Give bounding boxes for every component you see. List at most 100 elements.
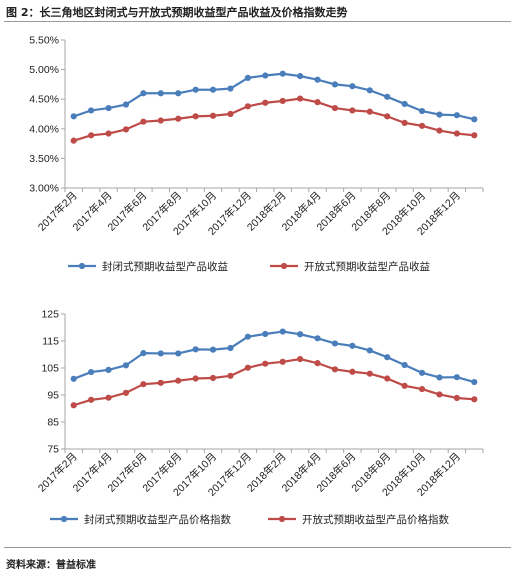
series-2-point: [192, 375, 199, 382]
series-1-point: [297, 331, 304, 338]
series-1-point: [122, 101, 130, 108]
series-2-point: [366, 370, 373, 377]
price-index-chart: 7585951051151252017年2月2017年4月2017年6月2017…: [35, 309, 484, 526]
y-tick-label: 3.00%: [29, 183, 59, 195]
series-1-point: [70, 113, 77, 120]
series-line-1: [73, 72, 475, 121]
y-tick-label: 115: [42, 336, 59, 348]
legend-label-2: 开放式预期收益型产品收益: [304, 260, 430, 273]
series-line-1: [73, 330, 475, 384]
series-1-point: [279, 70, 286, 77]
series-2-point: [244, 364, 251, 371]
series-1-point: [192, 346, 199, 353]
y-tick-label: 125: [41, 309, 59, 321]
series-2-point: [279, 97, 286, 105]
y-tick-label: 5.50%: [29, 35, 59, 47]
series-1-point: [105, 104, 112, 112]
series-1-point: [105, 366, 112, 373]
series-2-point: [384, 113, 391, 120]
series-2-point: [471, 396, 478, 403]
series-1-point: [157, 350, 164, 357]
legend-label-1: 封闭式预期收益型产品价格指数: [84, 513, 231, 526]
series-2-point: [122, 389, 130, 396]
series-2-point: [401, 119, 408, 126]
series-1-point: [401, 100, 408, 108]
series-2-point: [157, 379, 164, 386]
series-1-point: [244, 74, 251, 81]
y-tick-label: 105: [41, 363, 59, 375]
series-2-point: [70, 402, 77, 409]
series-2-point: [192, 113, 199, 120]
legend-label-1: 封闭式预期收益型产品收益: [102, 260, 228, 273]
series-1-point: [366, 347, 373, 354]
series-1-point: [157, 90, 164, 97]
series-2-point: [297, 355, 304, 363]
series-1-point: [471, 116, 478, 123]
series-1-point: [262, 330, 269, 338]
series-2-point: [88, 396, 95, 403]
series-1-point: [279, 328, 286, 335]
series-2-point: [331, 366, 339, 373]
series-1-point: [349, 342, 356, 349]
series-2-point: [140, 118, 147, 125]
series-1-point: [209, 346, 217, 353]
title-rule: [4, 21, 511, 22]
series-2-point: [209, 112, 217, 119]
series-1-point: [227, 85, 234, 92]
series-2-point: [105, 130, 112, 137]
series-line-2: [73, 357, 475, 407]
series-1-point: [331, 340, 339, 347]
series-2-point: [471, 132, 478, 139]
series-1-point: [401, 361, 408, 369]
y-tick-label: 75: [47, 444, 59, 456]
legend-swatch-marker: [280, 262, 288, 270]
series-2-point: [209, 374, 217, 382]
series-2-point: [227, 372, 234, 379]
series-1-point: [384, 354, 391, 361]
series-1-point: [418, 107, 426, 115]
y-tick-label: 4.50%: [29, 94, 59, 106]
series-2-point: [157, 117, 164, 124]
series-2-point: [105, 394, 112, 401]
series-2-point: [262, 99, 269, 106]
figure-title: 图 2：长三角地区封闭式与开放式预期收益型产品收益及价格指数走势: [6, 6, 348, 19]
series-1-point: [314, 335, 321, 342]
series-1-point: [471, 378, 478, 386]
y-tick-label: 5.00%: [29, 64, 59, 76]
y-tick-label: 85: [47, 417, 59, 429]
series-2-point: [122, 126, 130, 133]
series-2-point: [436, 127, 443, 134]
series-1-point: [140, 90, 147, 97]
series-1-point: [331, 81, 339, 88]
series-2-point: [88, 132, 95, 139]
series-1-point: [122, 362, 130, 369]
y-tick-label: 3.50%: [29, 153, 59, 165]
series-2-point: [349, 107, 356, 114]
source-note: 资料来源：普益标准: [6, 560, 96, 571]
series-1-point: [88, 107, 95, 114]
series-1-point: [244, 333, 251, 340]
yield-chart: 3.00%3.50%4.00%4.50%5.00%5.50%2017年2月201…: [29, 35, 484, 273]
series-2-point: [314, 99, 321, 106]
series-1-point: [314, 76, 321, 83]
series-1-point: [70, 375, 77, 382]
series-1-point: [192, 86, 199, 93]
series-1-point: [262, 72, 269, 79]
series-1-point: [227, 344, 234, 352]
series-1-point: [209, 86, 217, 93]
series-2-point: [262, 360, 269, 367]
series-2-point: [279, 358, 286, 365]
series-2-point: [453, 394, 460, 402]
series-1-point: [175, 350, 182, 357]
series-1-point: [88, 368, 95, 376]
series-2-point: [453, 130, 460, 137]
series-2-point: [227, 110, 234, 118]
series-1-point: [384, 93, 391, 100]
legend-swatch-marker: [78, 262, 86, 270]
legend-label-2: 开放式预期收益型产品价格指数: [302, 513, 449, 526]
series-2-point: [244, 103, 251, 110]
series-1-point: [297, 73, 304, 80]
series-1-point: [453, 112, 460, 119]
series-1-point: [349, 83, 356, 90]
series-2-point: [297, 95, 304, 102]
